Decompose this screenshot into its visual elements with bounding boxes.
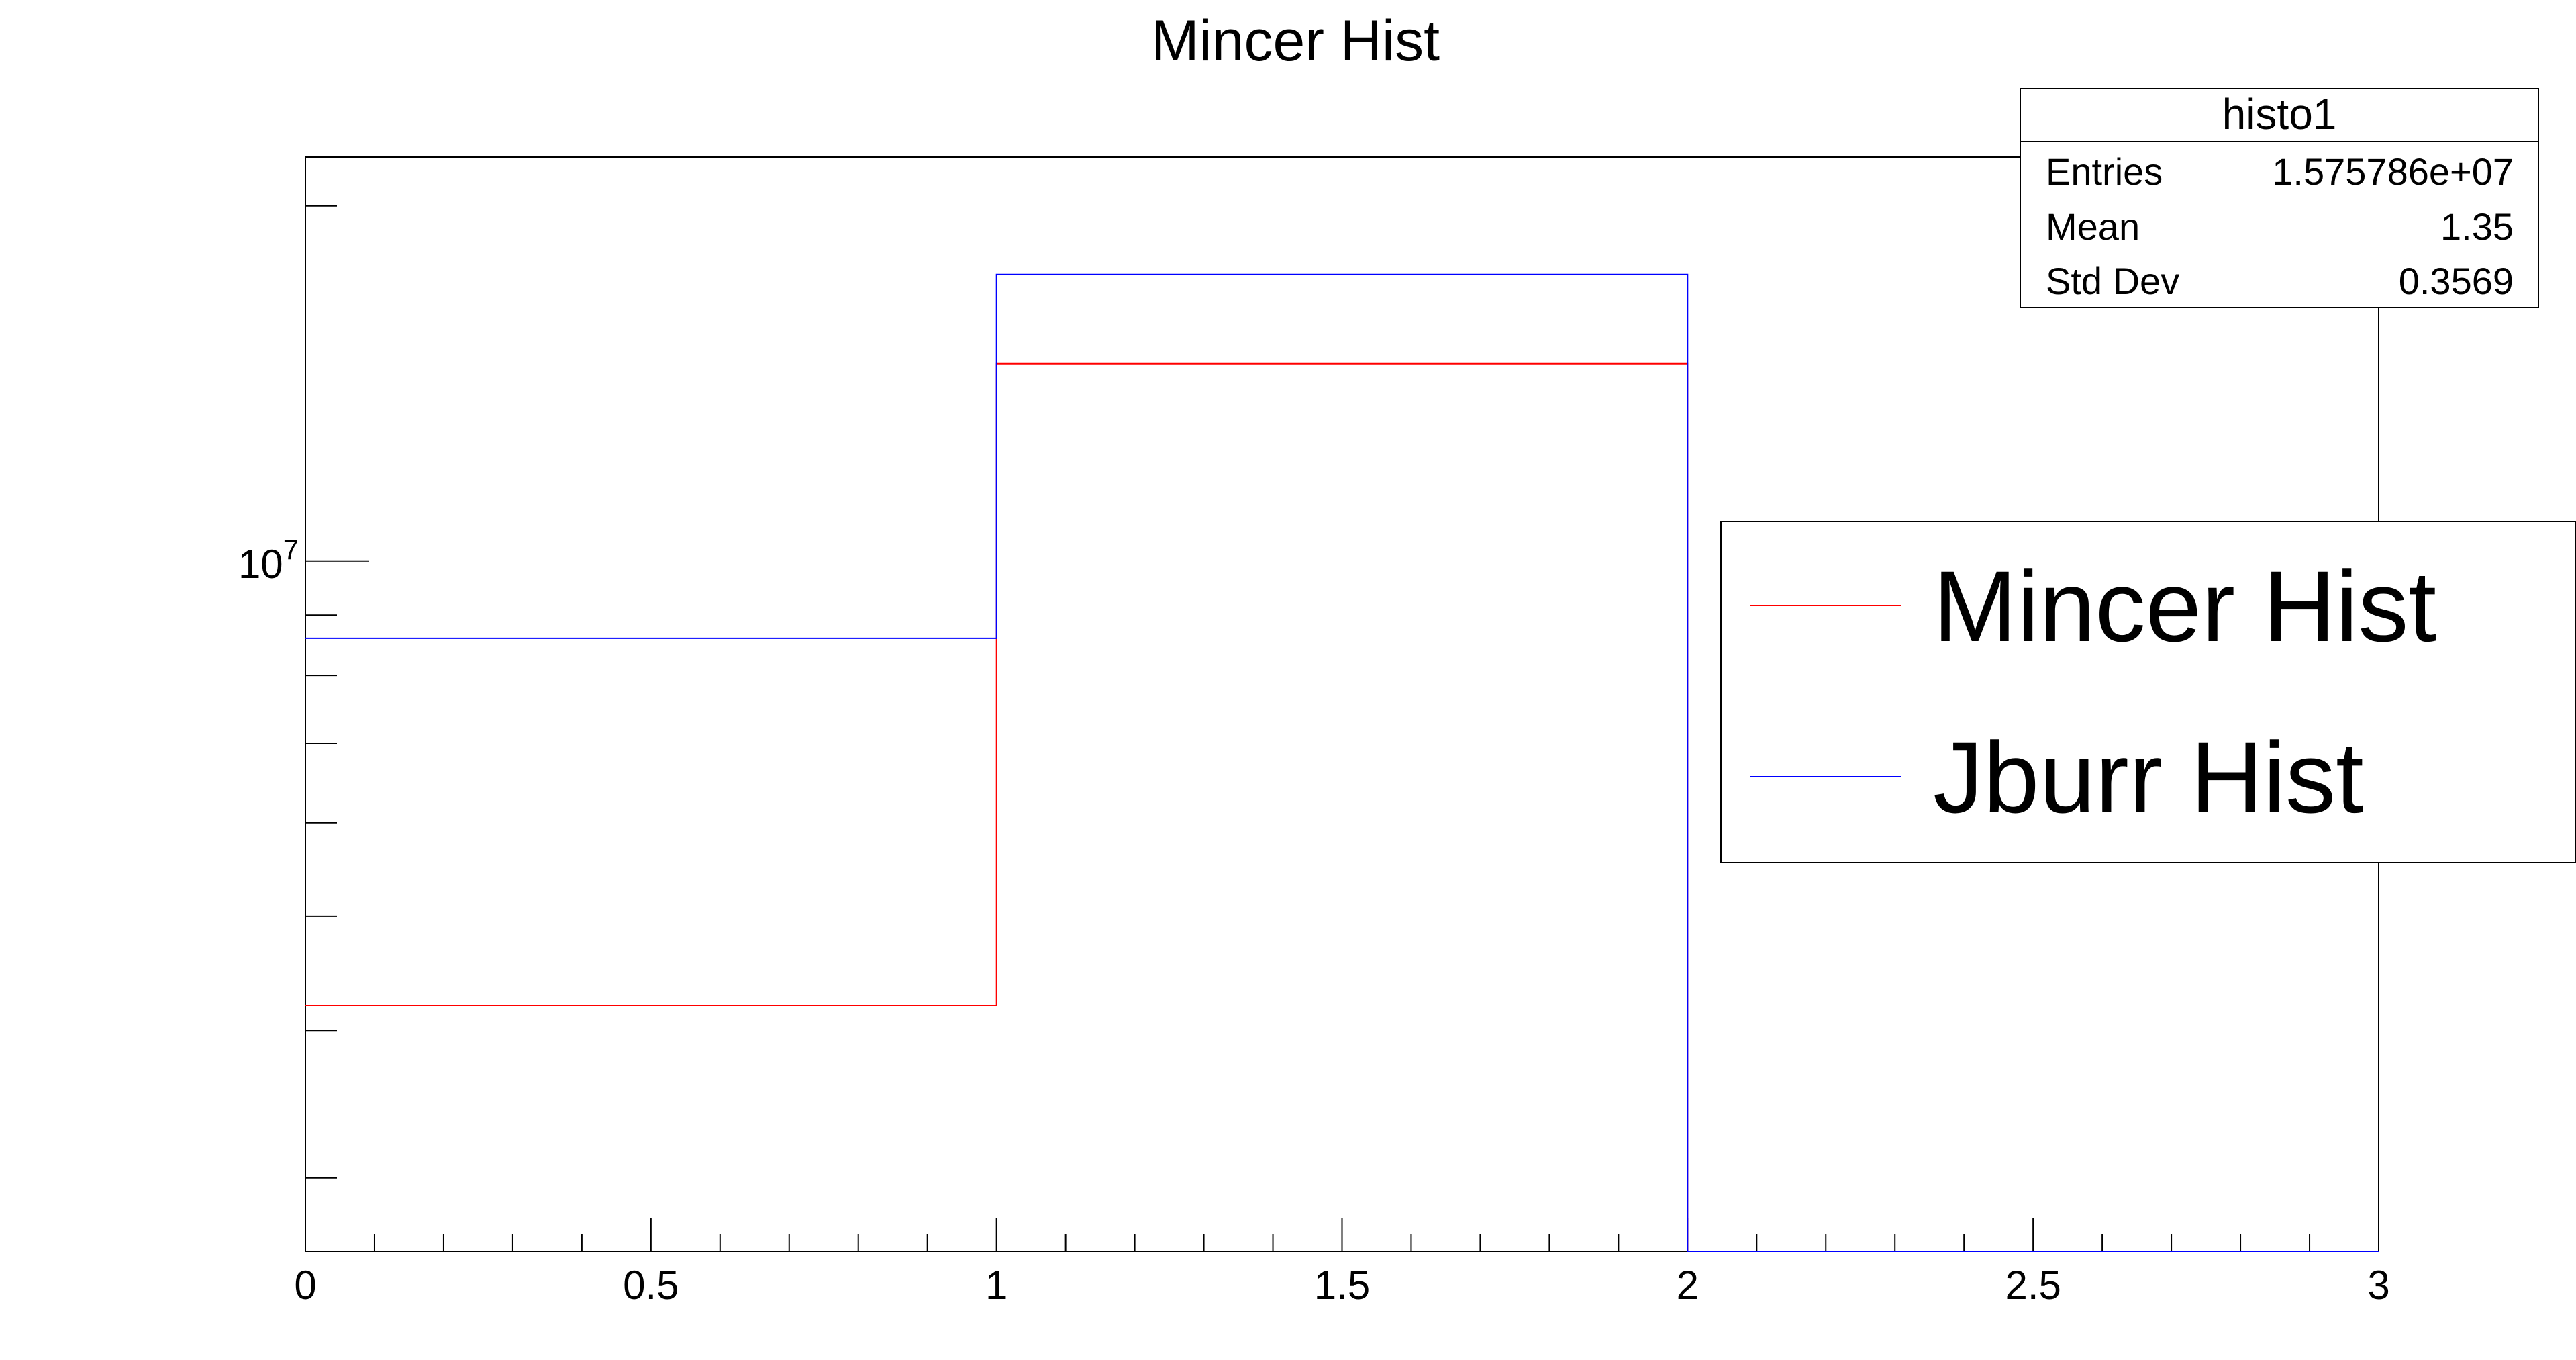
stats-mean-label: Mean bbox=[2046, 205, 2140, 248]
stats-box: histo1 Entries 1.575786e+07 Mean 1.35 St… bbox=[2020, 88, 2539, 308]
stats-entries-value: 1.575786e+07 bbox=[2272, 150, 2514, 193]
stats-entries-label: Entries bbox=[2046, 150, 2163, 193]
legend-label-jburr: Jburr Hist bbox=[1933, 721, 2364, 834]
x-tick-label: 0 bbox=[294, 1263, 316, 1308]
x-tick-label: 1.5 bbox=[1314, 1263, 1370, 1308]
legend: Mincer Hist Jburr Hist bbox=[1720, 521, 2576, 863]
x-tick-label: 0.5 bbox=[623, 1263, 679, 1308]
stats-stddev-label: Std Dev bbox=[2046, 260, 2179, 302]
x-axis: 0 0.5 1 1.5 2 2.5 3 bbox=[294, 1218, 2390, 1308]
stats-box-frame bbox=[2020, 88, 2539, 308]
stats-box-title: histo1 bbox=[2222, 90, 2337, 138]
stats-mean-value: 1.35 bbox=[2440, 205, 2514, 248]
y-axis: 107 bbox=[238, 205, 369, 1179]
y-tick-label: 107 bbox=[238, 534, 299, 587]
x-tick-label: 3 bbox=[2367, 1263, 2389, 1308]
legend-frame bbox=[1720, 521, 2576, 863]
chart-title: Mincer Hist bbox=[1151, 9, 1440, 73]
x-tick-label: 2 bbox=[1677, 1263, 1699, 1308]
x-tick-label: 2.5 bbox=[2005, 1263, 2061, 1308]
legend-label-mincer: Mincer Hist bbox=[1933, 550, 2436, 663]
series-jburr-hist bbox=[305, 273, 2379, 1252]
series-layer bbox=[305, 273, 2379, 1252]
x-tick-label: 1 bbox=[985, 1263, 1007, 1308]
stats-stddev-value: 0.3569 bbox=[2399, 260, 2514, 302]
